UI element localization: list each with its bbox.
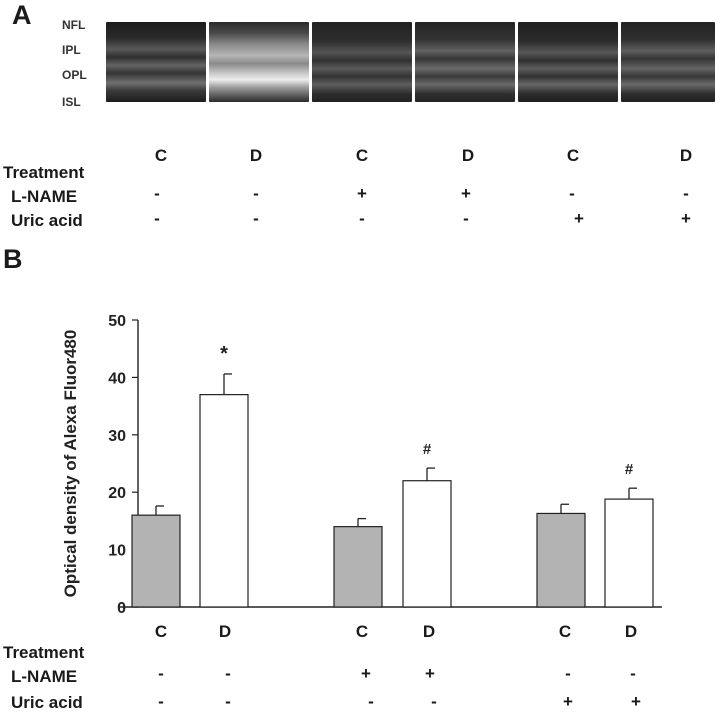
panel-a-treatment-label: Treatment <box>3 163 85 182</box>
panel-b-uric-sign-1: - <box>158 692 164 711</box>
panel-b-lname-sign-4: + <box>425 664 435 683</box>
panel-a-letter: A <box>12 0 32 30</box>
panel-b-lname-sign-3: + <box>361 664 371 683</box>
panel-a-uric-sign-4: - <box>463 209 469 228</box>
panel-a-uric-sign-5: + <box>574 209 584 228</box>
y-tick-label-0: 0 <box>117 600 126 617</box>
y-tick-label-4: 40 <box>108 370 126 387</box>
significance-mark-6: # <box>625 461 634 478</box>
significance-mark-4: # <box>423 441 432 458</box>
panel-b-lname-sign-1: - <box>158 664 164 683</box>
chart-group-1: C <box>154 622 168 641</box>
panel-b-uric-sign-5: + <box>563 692 573 711</box>
micrograph-diabetic <box>209 22 309 102</box>
panel-b-uric-sign-4: - <box>431 692 437 711</box>
panel-b-lname-sign-5: - <box>565 664 571 683</box>
layer-label-nfl: NFL <box>62 18 86 32</box>
layer-label-ipl: IPL <box>62 43 81 57</box>
panel-a-lname-label: L-NAME <box>11 187 78 206</box>
y-tick-label-1: 10 <box>108 543 126 560</box>
panel-a-lname-sign-5: - <box>569 184 575 203</box>
panel-b-lname-label: L-NAME <box>11 667 78 686</box>
panel-a-lname-sign-6: - <box>683 184 689 203</box>
panel-a-lname-sign-3: + <box>357 184 367 203</box>
panel-b-uric-sign-6: + <box>631 692 641 711</box>
panel-a-lname-sign-2: - <box>253 184 259 203</box>
panel-a-group-3: C <box>355 146 369 165</box>
chart-group-3: C <box>355 622 369 641</box>
panel-a-group-1: C <box>154 146 168 165</box>
chart-group-6: D <box>624 622 638 641</box>
panel-a-group-6: D <box>679 146 693 165</box>
panel-a-lname-sign-4: + <box>461 184 471 203</box>
micrograph-control-lname <box>312 22 412 102</box>
panel-a-group-5: C <box>566 146 580 165</box>
chart-group-5: C <box>558 622 572 641</box>
bar-1 <box>131 514 181 608</box>
bar-4 <box>402 480 452 608</box>
significance-mark-2: * <box>220 343 228 365</box>
layer-label-isl: ISL <box>62 95 81 109</box>
panel-b-lname-sign-2: - <box>225 664 231 683</box>
panel-a-lname-sign-1: - <box>154 184 160 203</box>
panel-b-uric-label: Uric acid <box>11 693 83 712</box>
panel-a-uric-sign-6: + <box>681 209 691 228</box>
micrograph-diabetic-lname <box>415 22 515 102</box>
panel-b-uric-sign-2: - <box>225 692 231 711</box>
panel-a-group-2: D <box>249 146 263 165</box>
y-tick-label-3: 30 <box>108 428 126 445</box>
panel-b-lname-sign-6: - <box>630 664 636 683</box>
panel-a-group-4: D <box>461 146 475 165</box>
panel-b-uric-sign-3: - <box>368 692 374 711</box>
y-axis-label: Optical density of Alexa Fluor480 <box>61 330 80 598</box>
bar-6 <box>604 498 654 608</box>
y-tick-label-5: 50 <box>108 313 126 330</box>
micrograph-control <box>106 22 206 102</box>
micrograph-diabetic-uric <box>621 22 715 102</box>
panel-a-uric-label: Uric acid <box>11 211 83 230</box>
y-tick-label-2: 20 <box>108 485 126 502</box>
micrograph-control-uric <box>518 22 618 102</box>
bar-chart: 0 10 20 30 40 50 Optical density of Alexa Fluo… <box>0 300 720 645</box>
panel-a-uric-sign-1: - <box>154 209 160 228</box>
layer-label-opl: OPL <box>62 68 87 82</box>
bar-2 <box>199 394 249 608</box>
panel-a-uric-sign-3: - <box>359 209 365 228</box>
bar-5 <box>536 512 586 608</box>
panel-b-letter: B <box>3 244 23 274</box>
chart-group-4: D <box>422 622 436 641</box>
bar-3 <box>333 526 383 608</box>
panel-a-uric-sign-2: - <box>253 209 259 228</box>
panel-b-treatment-label: Treatment <box>3 643 85 662</box>
chart-group-2: D <box>218 622 232 641</box>
